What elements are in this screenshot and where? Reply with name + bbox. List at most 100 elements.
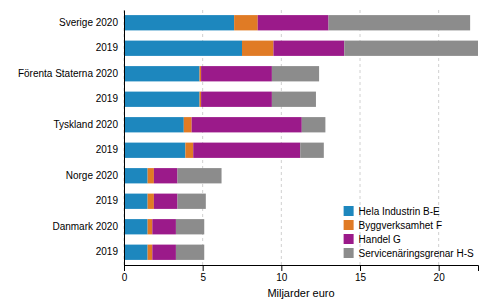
bar-series — [152, 15, 344, 260]
plot-area: 0 5 10 15 20 Sverige 2020 2019 Förenta Staterna… — [18, 10, 479, 283]
y-axis-line — [124, 11, 125, 266]
x-tick-mark — [439, 265, 440, 271]
x-axis: 0 5 10 15 20 — [122, 265, 479, 283]
bar — [201, 66, 272, 81]
legend-item: Servicenäringsgrenar H-S — [344, 248, 474, 259]
bar — [200, 66, 202, 81]
x-tick: 5 — [200, 265, 206, 283]
bar — [176, 219, 204, 234]
bar — [154, 194, 178, 209]
x-tick-label: 10 — [276, 272, 288, 283]
legend-label: Servicenäringsgrenar H-S — [359, 248, 474, 259]
bar — [344, 41, 478, 56]
y-tick-label: 2019 — [96, 93, 119, 104]
y-tick-label: Förenta Staterna 2020 — [18, 68, 119, 79]
y-tick: 2019 — [96, 144, 119, 155]
x-tick: 0 — [122, 265, 128, 283]
grid-line — [124, 10, 125, 265]
y-tick: 2019 — [96, 42, 119, 53]
x-tick-mark — [203, 265, 204, 271]
bar — [154, 168, 178, 183]
legend-swatch — [344, 206, 354, 216]
legend-swatch — [344, 234, 354, 244]
bar-series — [176, 15, 478, 260]
y-tick: Tyskland 2020 — [54, 119, 119, 130]
y-tick: Sverige 2020 — [59, 17, 118, 28]
bar — [148, 219, 153, 234]
x-tick-label: 20 — [434, 272, 446, 283]
bar — [300, 143, 324, 158]
x-tick: 10 — [276, 265, 288, 283]
y-tick-label: 2019 — [96, 246, 119, 257]
y-tick-label: Tyskland 2020 — [54, 119, 119, 130]
x-tick-label: 5 — [200, 272, 206, 283]
legend-label: Handel G — [359, 234, 401, 245]
y-tick-label: Danmark 2020 — [52, 221, 118, 232]
x-tick-label: 0 — [122, 272, 128, 283]
bar — [124, 15, 234, 30]
bar — [124, 41, 242, 56]
bar — [272, 66, 319, 81]
y-tick: 2019 — [96, 195, 119, 206]
x-axis-title: Miljarder euro — [267, 287, 334, 299]
bar — [242, 41, 273, 56]
x-tick-mark — [281, 265, 282, 271]
legend-item: Handel G — [344, 234, 401, 245]
y-tick: Norge 2020 — [66, 170, 119, 181]
bar — [148, 245, 153, 260]
bar — [272, 92, 316, 107]
x-tick-mark — [124, 265, 125, 271]
bar — [201, 92, 272, 107]
legend-item: Hela Industrin B-E — [344, 206, 440, 217]
legend-swatch — [344, 248, 354, 258]
bar — [124, 168, 148, 183]
y-tick: Danmark 2020 — [52, 221, 118, 232]
bar — [302, 117, 326, 132]
bar — [176, 245, 204, 260]
bar-series — [124, 15, 242, 260]
bar — [124, 66, 200, 81]
bar — [124, 92, 200, 107]
bars — [124, 15, 478, 260]
x-axis-line — [125, 266, 479, 272]
bar — [124, 219, 148, 234]
y-tick-label: 2019 — [96, 42, 119, 53]
bar — [148, 168, 154, 183]
bar — [193, 143, 300, 158]
chart-container: 0 5 10 15 20 Sverige 2020 2019 Förenta Staterna… — [0, 0, 492, 303]
legend-item: Byggverksamhet F — [344, 220, 442, 231]
bar — [152, 219, 176, 234]
y-tick-label: 2019 — [96, 195, 119, 206]
legend-label: Hela Industrin B-E — [359, 206, 440, 217]
bar — [329, 15, 471, 30]
y-axis: Sverige 2020 2019 Förenta Staterna 2020 201… — [18, 11, 125, 266]
bar — [124, 194, 148, 209]
x-tick: 20 — [434, 265, 446, 283]
y-tick-label: Sverige 2020 — [59, 17, 118, 28]
chart-svg: 0 5 10 15 20 Sverige 2020 2019 Förenta Staterna… — [0, 0, 492, 303]
y-tick-label: Norge 2020 — [66, 170, 119, 181]
bar — [234, 15, 258, 30]
bar — [124, 117, 184, 132]
y-tick: 2019 — [96, 93, 119, 104]
y-tick: Förenta Staterna 2020 — [18, 68, 119, 79]
bar — [185, 143, 193, 158]
x-tick-label: 15 — [355, 272, 367, 283]
bar — [192, 117, 302, 132]
bar — [124, 143, 185, 158]
bar — [152, 245, 176, 260]
bar — [177, 168, 221, 183]
y-tick: 2019 — [96, 246, 119, 257]
bar — [124, 245, 148, 260]
x-tick: 15 — [355, 265, 367, 283]
bar — [200, 92, 202, 107]
bar — [273, 41, 344, 56]
bar — [258, 15, 329, 30]
bar — [148, 194, 154, 209]
y-tick-label: 2019 — [96, 144, 119, 155]
legend-swatch — [344, 220, 354, 230]
bar-series — [148, 15, 274, 260]
legend-label: Byggverksamhet F — [359, 220, 442, 231]
x-tick-mark — [360, 265, 361, 271]
bar — [184, 117, 192, 132]
